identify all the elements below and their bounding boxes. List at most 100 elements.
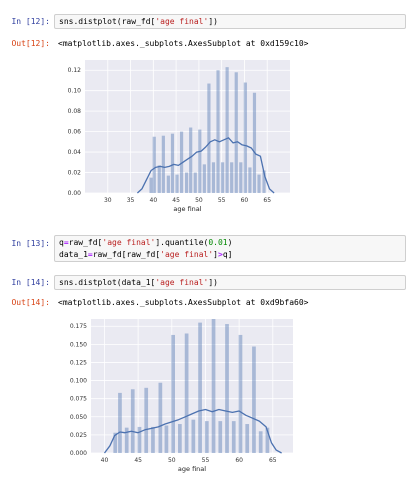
x-tick-label: 60 — [241, 197, 249, 204]
y-tick-label: 0.04 — [68, 149, 82, 156]
histogram-bar — [207, 83, 211, 193]
y-tick-label: 0.025 — [70, 432, 87, 439]
y-tick-label: 0.075 — [70, 396, 87, 403]
code-cell-13[interactable]: q=raw_fd['age final'].quantile(0.01) dat… — [54, 235, 406, 262]
code-operator: = — [63, 238, 69, 247]
histogram-bar — [265, 427, 270, 453]
histogram-bar — [202, 164, 206, 193]
histogram-bar — [158, 382, 163, 453]
input-prompt-14: In [14]: — [11, 278, 50, 287]
histogram-bar — [184, 333, 189, 453]
x-tick-label: 65 — [263, 197, 271, 204]
histogram-bar — [248, 167, 252, 193]
histogram-bar — [149, 177, 153, 193]
output-text-12: <matplotlib.axes._subplots.AxesSubplot a… — [58, 39, 309, 48]
code-token: ] — [213, 250, 218, 259]
code-string: 'age final' — [160, 250, 214, 259]
y-tick-label: 0.100 — [70, 378, 87, 385]
y-tick-label: 0.12 — [68, 67, 82, 74]
y-tick-label: 0.175 — [70, 323, 87, 330]
y-tick-label: 0.06 — [68, 129, 82, 136]
code-token: ].quantile( — [155, 238, 209, 247]
histogram-bar — [216, 70, 220, 193]
code-token: ]) — [208, 17, 218, 26]
histogram-bar — [231, 421, 236, 453]
histogram-bar — [124, 427, 129, 453]
distplot-chart-2: 0.000 0.025 0.050 0.075 0.100 0.125 0.150 0.175… — [70, 319, 293, 473]
code-token: q] — [222, 250, 233, 259]
histogram-bar — [179, 131, 184, 193]
y-tick-label: 0.02 — [68, 170, 82, 177]
histogram-bar — [189, 127, 193, 193]
code-string: 'age final' — [102, 238, 156, 247]
histogram-bar — [137, 426, 142, 453]
x-tick-label: 65 — [269, 457, 277, 464]
output-prompt-12: Out[12]: — [11, 39, 50, 48]
x-tick-label: 40 — [150, 197, 158, 204]
histogram-bar — [238, 334, 243, 453]
code-string: 'age final' — [155, 17, 209, 26]
histogram-bar — [171, 334, 175, 453]
input-prompt-12: In [12]: — [11, 17, 50, 26]
output-prompt-14: Out[14]: — [11, 298, 50, 307]
y-tick-label: 0.10 — [68, 88, 82, 95]
histogram-bar — [211, 162, 216, 193]
x-tick-label: 30 — [104, 197, 112, 204]
histogram-bar — [198, 129, 202, 193]
code-token: sns.distplot(data_1[ — [59, 278, 156, 287]
output-text-14: <matplotlib.axes._subplots.AxesSubplot a… — [58, 298, 309, 307]
distplot-chart-1: 0.00 0.02 0.04 0.06 0.08 0.10 0.12 30 35 40 45 50 55… — [68, 60, 290, 213]
histogram-bar — [211, 319, 216, 453]
histogram-bar — [193, 172, 197, 193]
code-token: raw_fd[raw_fd[ — [92, 250, 161, 259]
histogram-bar — [191, 419, 196, 453]
code-cell-14[interactable]: sns.distplot(data_1['age final']) — [54, 275, 406, 290]
histogram-bar — [178, 424, 182, 453]
code-token: sns.distplot(raw_fd[ — [59, 17, 156, 26]
histogram-bar — [258, 431, 263, 453]
y-tick-label: 0.000 — [70, 450, 87, 457]
histogram-bar — [157, 165, 161, 193]
plot-background — [91, 319, 293, 453]
histogram-bar — [184, 172, 189, 193]
histogram-bar — [245, 424, 250, 453]
histogram-bar — [257, 174, 261, 193]
x-tick-label: 50 — [168, 457, 176, 464]
histogram-bar — [220, 162, 225, 193]
y-tick-label: 0.08 — [68, 108, 82, 115]
code-token: data_1 — [59, 250, 88, 259]
histogram-bar — [130, 389, 135, 453]
input-prompt-13: In [13]: — [11, 239, 50, 248]
histogram-bar — [239, 162, 243, 193]
histogram-bar — [164, 425, 169, 453]
x-tick-label: 40 — [101, 457, 109, 464]
histogram-bar — [166, 175, 170, 193]
y-tick-label: 0.00 — [68, 190, 82, 197]
histogram-bar — [230, 162, 234, 193]
histogram-bar — [144, 387, 149, 453]
kde-line — [136, 137, 275, 194]
histogram-bar — [262, 170, 266, 193]
y-tick-label: 0.125 — [70, 359, 87, 366]
code-token: q — [59, 238, 64, 247]
histogram-bar — [198, 322, 202, 453]
x-tick-label: 45 — [134, 457, 142, 464]
histogram-bar — [225, 67, 229, 193]
histogram-bar — [243, 82, 247, 193]
code-operator: = — [87, 250, 93, 259]
x-tick-label: 50 — [195, 197, 203, 204]
kde-line — [103, 408, 282, 454]
histogram-bar — [175, 174, 179, 193]
histogram-bar — [113, 432, 118, 453]
histogram-bar — [225, 324, 229, 453]
histogram-bar — [161, 135, 165, 193]
x-tick-label: 55 — [218, 197, 226, 204]
histogram-bar — [252, 92, 257, 193]
code-token: ]) — [208, 278, 218, 287]
y-tick-label: 0.150 — [70, 341, 87, 348]
histogram-bar — [151, 426, 155, 453]
histogram-bar — [204, 421, 209, 453]
code-cell-12[interactable]: sns.distplot(raw_fd['age final']) — [54, 14, 406, 29]
x-tick-label: 55 — [202, 457, 210, 464]
code-string: 'age final' — [155, 278, 209, 287]
